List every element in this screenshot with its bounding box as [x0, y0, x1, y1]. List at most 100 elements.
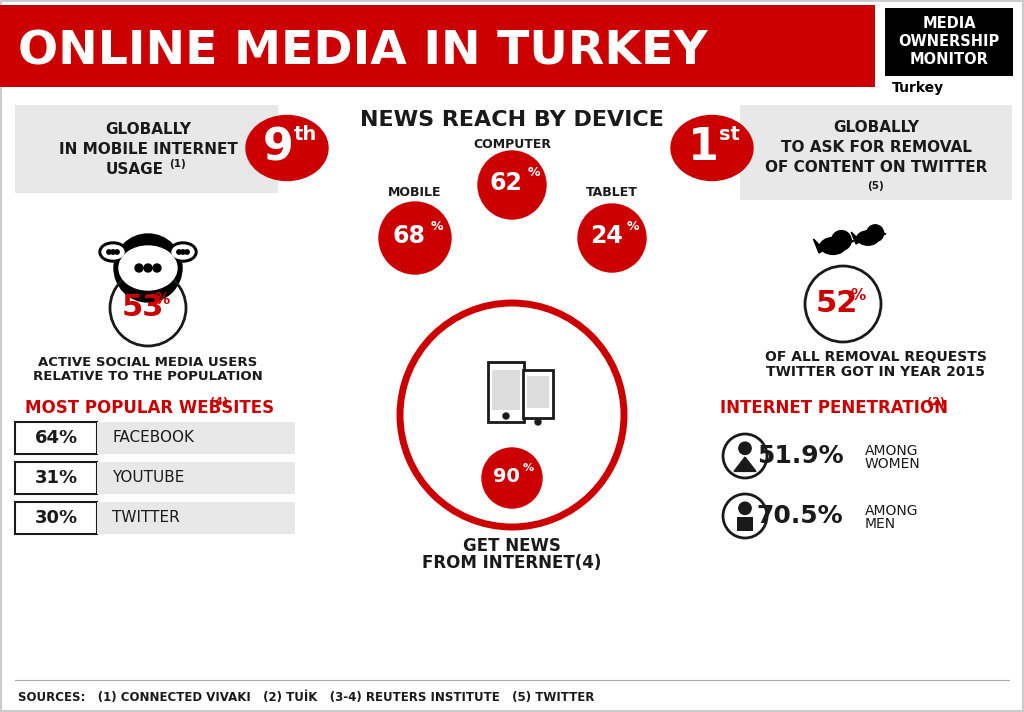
Text: 70.5%: 70.5% [757, 504, 844, 528]
Bar [527, 376, 549, 408]
Text: INTERNET PENETRATION: INTERNET PENETRATION [720, 399, 948, 417]
Text: MEN: MEN [865, 517, 896, 531]
Text: AMONG: AMONG [865, 444, 919, 458]
Circle shape [866, 225, 884, 241]
Text: (5): (5) [867, 181, 885, 191]
Text: RELATIVE TO THE POPULATION: RELATIVE TO THE POPULATION [33, 370, 263, 384]
Text: MEDIA: MEDIA [923, 16, 976, 31]
Ellipse shape [857, 231, 879, 245]
Circle shape [478, 151, 546, 219]
Text: 9: 9 [262, 127, 294, 169]
Text: FACEBOOK: FACEBOOK [112, 431, 194, 446]
Text: 1: 1 [687, 127, 719, 169]
Text: OF CONTENT ON TWITTER: OF CONTENT ON TWITTER [765, 160, 987, 175]
Text: GLOBALLY: GLOBALLY [833, 120, 919, 135]
Text: (2): (2) [927, 397, 945, 407]
Text: SOURCES:   (1) CONNECTED VIVAKI   (2) TUİK   (3-4) REUTERS INSTITUTE   (5) TWITT: SOURCES: (1) CONNECTED VIVAKI (2) TUİK (… [18, 691, 594, 703]
Text: FROM INTERNET(4): FROM INTERNET(4) [422, 554, 602, 572]
Circle shape [144, 264, 152, 272]
Text: %: % [627, 219, 639, 233]
Ellipse shape [246, 115, 328, 181]
Polygon shape [734, 457, 756, 471]
Bar [97, 502, 295, 534]
Circle shape [482, 448, 542, 508]
Bar [97, 462, 295, 494]
Text: (4): (4) [210, 397, 228, 407]
Circle shape [177, 250, 181, 254]
Text: AMONG: AMONG [865, 504, 919, 518]
Text: 53: 53 [122, 293, 164, 323]
Circle shape [115, 250, 119, 254]
Text: OWNERSHIP: OWNERSHIP [898, 34, 999, 50]
Bar [0, 5, 874, 87]
Polygon shape [851, 232, 862, 244]
Bar [523, 370, 553, 418]
Text: Turkey: Turkey [892, 81, 944, 95]
Text: 64%: 64% [35, 429, 78, 447]
Bar [97, 422, 295, 454]
Circle shape [111, 250, 115, 254]
Ellipse shape [119, 246, 177, 290]
Text: %: % [527, 167, 541, 179]
Text: 52: 52 [816, 290, 858, 318]
Text: TWITTER GOT IN YEAR 2015: TWITTER GOT IN YEAR 2015 [767, 365, 985, 379]
Circle shape [153, 264, 161, 272]
Bar [488, 362, 524, 422]
Text: %: % [155, 293, 170, 308]
Circle shape [379, 202, 451, 274]
Circle shape [114, 234, 182, 302]
Text: 30%: 30% [35, 509, 78, 527]
Text: OF ALL REMOVAL REQUESTS: OF ALL REMOVAL REQUESTS [765, 350, 987, 364]
Text: th: th [293, 125, 316, 144]
Text: (1): (1) [170, 159, 186, 169]
Bar [15, 422, 97, 454]
Ellipse shape [671, 115, 753, 181]
Text: TO ASK FOR REMOVAL: TO ASK FOR REMOVAL [780, 140, 972, 155]
Text: 62: 62 [489, 171, 522, 195]
Text: USAGE: USAGE [106, 162, 164, 177]
Circle shape [739, 442, 752, 454]
Text: GLOBALLY: GLOBALLY [105, 122, 191, 137]
Circle shape [106, 250, 112, 254]
Circle shape [739, 502, 752, 515]
Circle shape [831, 231, 851, 250]
Bar [885, 8, 1013, 76]
Circle shape [503, 413, 509, 419]
Bar [737, 517, 753, 531]
Text: 24: 24 [590, 224, 623, 248]
Ellipse shape [169, 242, 197, 262]
Text: 68: 68 [392, 224, 426, 248]
Text: 51.9%: 51.9% [757, 444, 844, 468]
Text: %: % [431, 219, 443, 233]
Bar [15, 105, 278, 193]
Text: TWITTER: TWITTER [112, 511, 180, 525]
Circle shape [181, 250, 185, 254]
Text: YOUTUBE: YOUTUBE [112, 471, 184, 486]
Ellipse shape [856, 231, 872, 240]
Text: %: % [850, 288, 865, 303]
Ellipse shape [99, 242, 127, 262]
Bar [740, 105, 1012, 200]
Text: MOST POPULAR WEBSITES: MOST POPULAR WEBSITES [25, 399, 274, 417]
Ellipse shape [172, 245, 194, 259]
Polygon shape [847, 239, 854, 244]
Text: st: st [719, 125, 739, 144]
Ellipse shape [819, 238, 838, 248]
Text: MOBILE: MOBILE [388, 187, 441, 199]
Text: 31%: 31% [35, 469, 78, 487]
Text: MONITOR: MONITOR [909, 53, 988, 68]
Circle shape [535, 419, 541, 425]
Text: WOMEN: WOMEN [865, 457, 921, 471]
Text: COMPUTER: COMPUTER [473, 137, 551, 150]
Text: TABLET: TABLET [586, 187, 638, 199]
Text: IN MOBILE INTERNET: IN MOBILE INTERNET [58, 142, 238, 157]
Text: ONLINE MEDIA IN TURKEY: ONLINE MEDIA IN TURKEY [18, 29, 708, 75]
Circle shape [135, 264, 143, 272]
Text: %: % [522, 463, 534, 473]
Text: NEWS REACH BY DEVICE: NEWS REACH BY DEVICE [360, 110, 664, 130]
Text: ACTIVE SOCIAL MEDIA USERS: ACTIVE SOCIAL MEDIA USERS [38, 355, 258, 369]
Polygon shape [880, 232, 886, 236]
Text: GET NEWS: GET NEWS [463, 537, 561, 555]
Ellipse shape [820, 238, 846, 254]
Bar [492, 370, 520, 410]
